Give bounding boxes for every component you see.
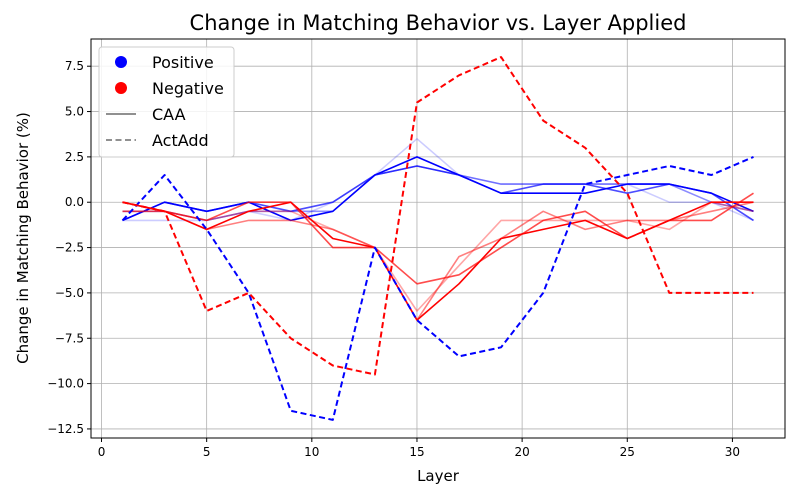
series-line-negative-caa-6 [122,192,754,285]
y-axis-title: Change in Matching Behavior (%) [14,112,32,364]
x-tick-label: 30 [725,445,740,459]
x-tick-label: 15 [409,445,424,459]
legend-marker-negative [115,82,127,94]
legend-label-positive: Positive [152,53,214,72]
series-line-positive-caa-0 [122,138,754,222]
x-tick-label: 5 [203,445,211,459]
x-tick-label: 25 [620,445,635,459]
x-axis-title: Layer [417,467,460,485]
legend-label-caa: CAA [152,105,186,124]
x-tick-label: 20 [514,445,529,459]
y-tick-label: 5.0 [65,105,84,119]
series-line-positive-caa-1 [122,165,754,222]
y-axis: −12.5 −10.0 −7.5 −5.0 −2.5 0.0 2.5 5.0 7.5 [47,59,91,436]
y-tick-label: 2.5 [65,150,84,164]
series-line-positive-caa-2 [122,165,754,222]
series-line-negative-caa-4 [122,201,754,312]
series-line-negative-caa-5 [122,201,754,321]
y-tick-label: −5.0 [55,286,84,300]
plot-frame [90,38,786,439]
legend-label-negative: Negative [152,79,224,98]
y-tick-label: −7.5 [55,331,84,345]
y-tick-label: 0.0 [65,195,84,209]
x-tick-label: 10 [304,445,319,459]
legend-box [98,46,235,158]
x-tick-label: 0 [98,445,106,459]
series-line-negative-caa-7 [122,201,754,321]
y-tick-label: −2.5 [55,241,84,255]
series-line-negative-actadd-9 [122,56,754,376]
legend: Positive Negative CAA ActAdd [98,46,235,158]
y-tick-label: −10.0 [47,377,84,391]
series-line-positive-caa-3 [122,156,754,222]
legend-label-actadd: ActAdd [152,131,209,150]
legend-marker-positive [115,56,127,68]
series-lines [121,56,754,421]
x-axis: 0 5 10 15 20 25 30 [98,438,740,459]
y-tick-label: 7.5 [65,59,84,73]
chart-title: Change in Matching Behavior vs. Layer Ap… [190,11,687,35]
y-tick-label: −12.5 [47,422,84,436]
